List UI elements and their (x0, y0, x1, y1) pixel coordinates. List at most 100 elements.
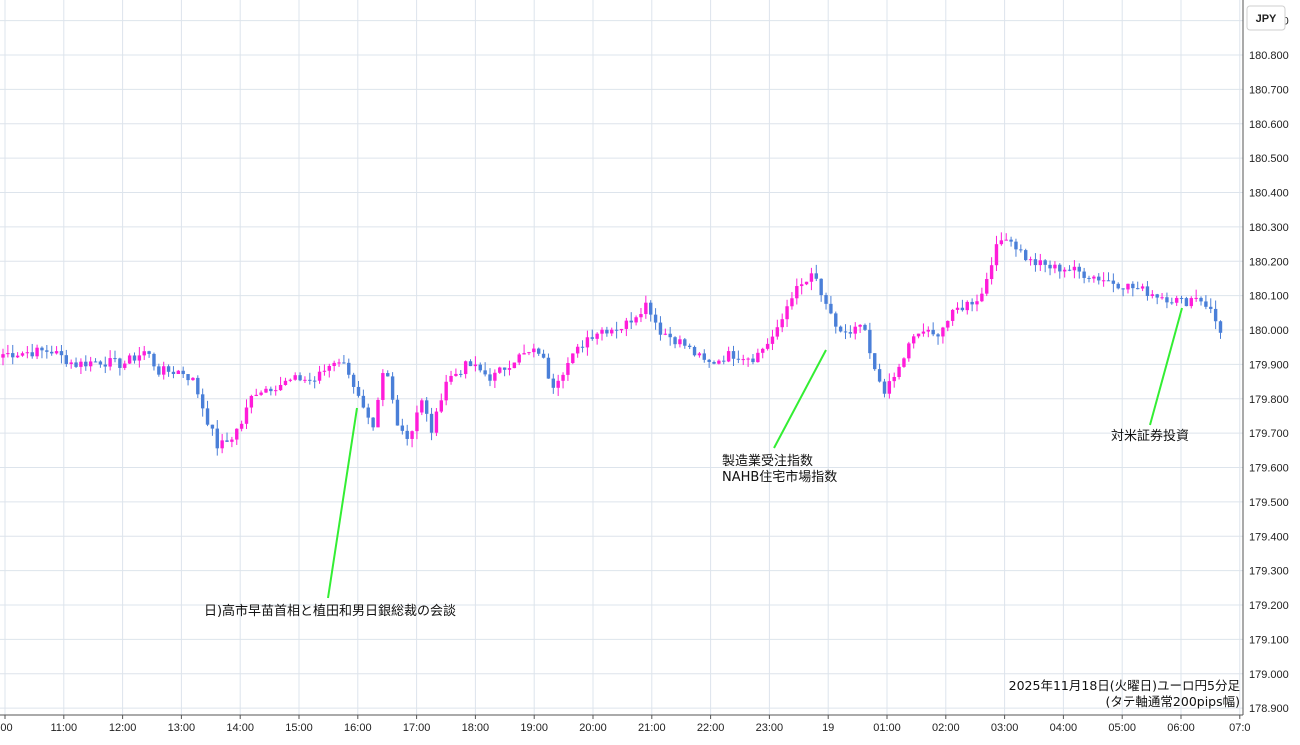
candle-body (366, 407, 370, 418)
candle-body (722, 360, 726, 362)
candle-body (1106, 280, 1111, 282)
candle-body (663, 333, 668, 335)
candle-body (790, 298, 794, 307)
candle-body (824, 295, 828, 304)
candle-body (814, 273, 818, 279)
y-tick-label: 179.900 (1249, 359, 1289, 371)
candle-body (1160, 297, 1164, 299)
annotation-pointers (327, 307, 1183, 599)
y-tick-label: 179.600 (1249, 463, 1289, 475)
candle-body (853, 326, 857, 334)
candle-body (522, 353, 526, 355)
candle-body (15, 355, 20, 358)
candle-body (40, 347, 44, 351)
candle-body (697, 353, 702, 356)
annotation-pointer (327, 407, 358, 599)
candle-body (1184, 298, 1189, 307)
candle-body (1053, 264, 1057, 269)
x-tick-label: 19:00 (520, 722, 548, 734)
candle-body (74, 362, 78, 367)
x-tick-label: 11:00 (50, 722, 77, 734)
candle-body (415, 412, 419, 432)
candle-body (605, 329, 609, 334)
candle-body (1028, 259, 1033, 261)
candle-body (147, 351, 151, 354)
candle-body (1067, 269, 1072, 271)
candle-body (186, 374, 190, 381)
candle-body (975, 301, 979, 305)
y-tick-label: 180.100 (1249, 291, 1289, 303)
candle-body (1145, 286, 1150, 296)
x-tick-label: 15:00 (285, 722, 313, 734)
candle-body (726, 351, 731, 362)
candle-body (434, 411, 439, 433)
candle-body (1218, 321, 1223, 333)
candle-body (312, 380, 317, 382)
candle-body (668, 333, 672, 338)
candle-body (1165, 297, 1169, 303)
candle-body (1213, 308, 1218, 322)
candle-body (634, 317, 638, 323)
candle-body (351, 374, 356, 387)
x-tick-label: 05:00 (1108, 722, 1136, 734)
candle-body (785, 306, 789, 320)
candle-body (658, 322, 663, 335)
candle-body (468, 361, 473, 367)
candle-body (123, 363, 127, 368)
candle-body (1111, 280, 1116, 284)
candle-body (181, 370, 185, 375)
candle-body (687, 345, 692, 347)
candle-body (863, 324, 867, 330)
candle-body (347, 362, 351, 375)
candle-body (614, 329, 619, 331)
candle-body (585, 337, 590, 348)
candle-body (1116, 283, 1120, 289)
candle-body (717, 360, 721, 364)
candle-body (902, 358, 906, 367)
candle-body (911, 336, 916, 344)
candle-body (386, 373, 390, 377)
candle-body (483, 370, 487, 375)
candle-body (390, 376, 395, 400)
candle-body (327, 365, 331, 371)
candle-body (439, 400, 443, 412)
candle-body (478, 364, 482, 371)
candle-body (629, 320, 633, 323)
candle-body (512, 362, 517, 369)
candle-body (230, 439, 234, 442)
candle-body (1150, 294, 1155, 296)
currency-label-box[interactable] (1246, 5, 1286, 31)
candle-body (741, 359, 745, 361)
candle-body (955, 307, 960, 310)
candle-body (936, 334, 940, 337)
candle-body (220, 440, 224, 449)
candle-body (1004, 239, 1008, 241)
candle-body (20, 353, 25, 356)
candle-body (1072, 266, 1077, 271)
candle-body (6, 353, 10, 355)
candle-body (1077, 266, 1081, 272)
annotation-summit: 日)高市早苗首相と植田和男日銀総裁の会談 (204, 603, 456, 619)
candle-body (118, 358, 122, 368)
candle-body (600, 329, 604, 334)
candle-body (303, 379, 307, 381)
y-tick-label: 180.600 (1249, 119, 1289, 131)
chart-caption: 2025年11月18日(火曜日)ユーロ円5分足 (1009, 678, 1241, 693)
candle-body (834, 313, 838, 327)
y-tick-label: 180.200 (1249, 256, 1289, 268)
candle-body (1062, 269, 1067, 272)
candle-body (11, 353, 15, 358)
candle-body (79, 361, 83, 367)
candle-body (678, 339, 682, 345)
candle-body (761, 348, 765, 353)
annotation-pointer (773, 349, 827, 449)
candle-body (1194, 297, 1198, 299)
candle-body (332, 362, 336, 366)
x-tick-label: 21:00 (638, 722, 666, 734)
candle-body (84, 361, 88, 367)
candle-body (371, 417, 375, 428)
candle-body (1, 354, 5, 358)
candle-body (420, 400, 424, 413)
candle-body (1170, 302, 1174, 304)
